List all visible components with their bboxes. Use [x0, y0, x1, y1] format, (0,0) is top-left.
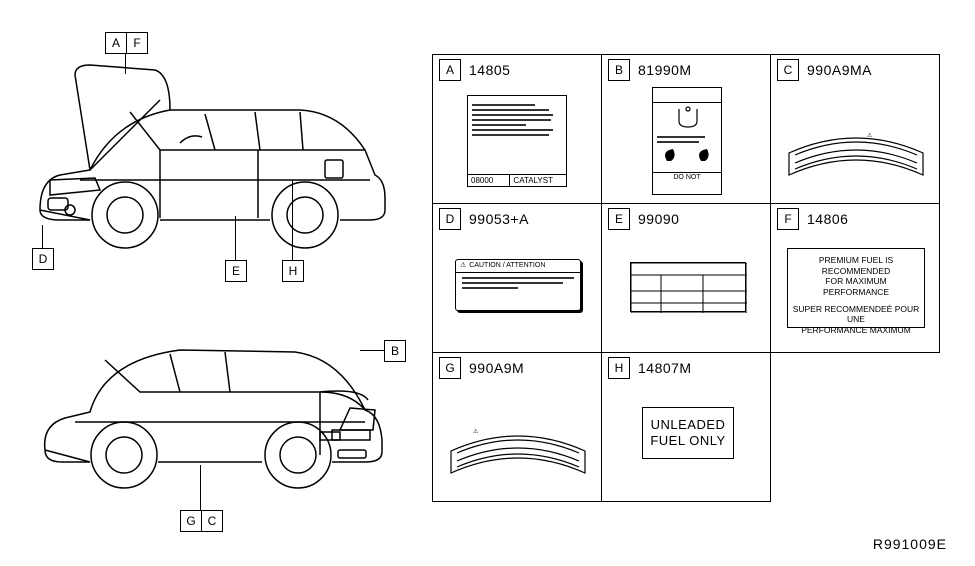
cell-e-code: 99090 — [638, 211, 679, 227]
cell-d-header: CAUTION / ATTENTION — [469, 262, 545, 270]
cell-e: E 99090 — [601, 203, 771, 353]
cell-h-l1: UNLEADED — [643, 417, 733, 433]
callout-f: F — [127, 32, 148, 54]
cell-g-letter: G — [439, 357, 461, 379]
cell-a-footer-left: 08000 — [468, 175, 510, 186]
cell-f-l4: SUPER RECOMMENDEÉ POUR UNE — [792, 304, 920, 325]
cell-b-code: 81990M — [638, 62, 692, 78]
cell-c-letter: C — [777, 59, 799, 81]
callout-e: E — [225, 260, 247, 282]
curved-label-c: ⚠ — [771, 83, 941, 203]
jack-icon — [653, 103, 723, 131]
warn-glyph-d: ⚠ — [460, 262, 466, 270]
cell-a: A 14805 08000 CATALYST — [432, 54, 602, 204]
callout-c: C — [202, 510, 223, 532]
cell-d-letter: D — [439, 208, 461, 230]
callout-b: B — [384, 340, 406, 362]
leader-af — [125, 54, 126, 74]
vehicle-front-view — [20, 30, 400, 260]
cell-b-donot: DO NOT — [653, 172, 721, 183]
labels-grid: A 14805 08000 CATALYST — [433, 55, 950, 502]
cell-g: G 990A9M ⚠ — [432, 352, 602, 502]
callout-a: A — [105, 32, 127, 54]
svg-text:⚠: ⚠ — [473, 428, 479, 435]
cell-f-l2: RECOMMENDED — [792, 266, 920, 277]
cell-b: B 81990M — [601, 54, 771, 204]
cell-e-letter: E — [608, 208, 630, 230]
cell-a-footer-right: CATALYST — [510, 175, 566, 186]
leader-e — [235, 216, 236, 260]
callout-pair-af: A F — [105, 32, 148, 54]
cell-f: F 14806 PREMIUM FUEL IS RECOMMENDED FOR … — [770, 203, 940, 353]
cell-c-code: 990A9MA — [807, 62, 872, 78]
callout-d: D — [32, 248, 54, 270]
cell-f-code: 14806 — [807, 211, 848, 227]
callout-h: H — [282, 260, 304, 282]
leader-b — [360, 350, 384, 351]
leader-d — [42, 225, 43, 248]
cell-f-l5: PERFORMANCE MAXIMUM — [792, 325, 920, 336]
cell-h-l2: FUEL ONLY — [643, 433, 733, 449]
foot-icons — [653, 143, 723, 167]
vehicle-rear-view — [20, 280, 400, 500]
cell-h-letter: H — [608, 357, 630, 379]
cell-a-code: 14805 — [469, 62, 510, 78]
callout-g: G — [180, 510, 202, 532]
cell-f-letter: F — [777, 208, 799, 230]
cell-f-l1: PREMIUM FUEL IS — [792, 255, 920, 266]
cell-h: H 14807M UNLEADED FUEL ONLY — [601, 352, 771, 502]
callout-pair-gc: G C — [180, 510, 223, 532]
warn-glyph-c: ⚠ — [867, 132, 873, 139]
cell-d-code: 99053+A — [469, 211, 529, 227]
curved-label-g: ⚠ — [433, 381, 603, 501]
cell-d: D 99053+A ⚠ CAUTION / ATTENTION — [432, 203, 602, 353]
cell-b-letter: B — [608, 59, 630, 81]
cell-c: C 990A9MA ⚠ — [770, 54, 940, 204]
leader-h — [292, 180, 293, 260]
leader-gc — [200, 465, 201, 510]
cell-a-letter: A — [439, 59, 461, 81]
cell-h-code: 14807M — [638, 360, 692, 376]
cell-g-code: 990A9M — [469, 360, 524, 376]
cell-f-l3: FOR MAXIMUM PERFORMANCE — [792, 276, 920, 297]
diagram-code: R991009E — [873, 536, 947, 552]
diagram-frame: A F D E H B G C A 14805 — [0, 0, 975, 566]
table-card — [631, 263, 747, 313]
